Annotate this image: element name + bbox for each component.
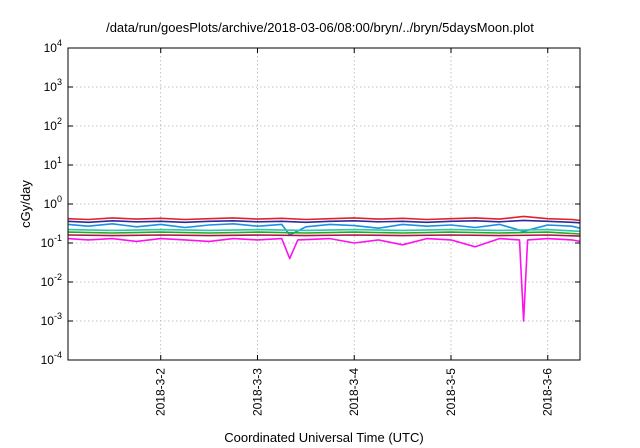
series-lines <box>67 215 581 322</box>
y-tick-label: 101 <box>44 155 62 172</box>
series-line <box>67 223 581 236</box>
x-tick-label: 2018-3-5 <box>444 368 458 416</box>
x-axis-label: Coordinated Universal Time (UTC) <box>224 430 423 445</box>
series-line <box>67 219 581 224</box>
y-tick-label: 10-4 <box>41 350 62 367</box>
x-tick-label: 2018-3-6 <box>541 368 555 416</box>
series-line <box>67 228 581 233</box>
y-tick-label: 10-1 <box>41 233 62 250</box>
series-line <box>67 215 581 222</box>
chart-title: /data/run/goesPlots/archive/2018-03-06/0… <box>106 20 534 35</box>
series-line <box>67 237 581 322</box>
axis-ticks: 10-4 10-3 10-2 10-1 100 101 102 103 104 2018-3-2 2… <box>41 38 580 416</box>
y-axis-label: cGy/day <box>18 180 33 228</box>
x-tick-label: 2018-3-4 <box>347 368 361 416</box>
y-tick-label: 10-3 <box>41 311 62 328</box>
grid-lines <box>68 48 580 360</box>
y-tick-label: 102 <box>44 116 62 133</box>
y-tick-label: 10-2 <box>41 272 62 289</box>
y-tick-label: 100 <box>44 194 62 211</box>
series-line <box>67 231 581 235</box>
x-tick-label: 2018-3-3 <box>250 368 264 416</box>
y-tick-label: 104 <box>44 38 62 55</box>
series-line <box>67 234 581 237</box>
y-tick-label: 103 <box>44 77 62 94</box>
x-tick-label: 2018-3-2 <box>154 368 168 416</box>
